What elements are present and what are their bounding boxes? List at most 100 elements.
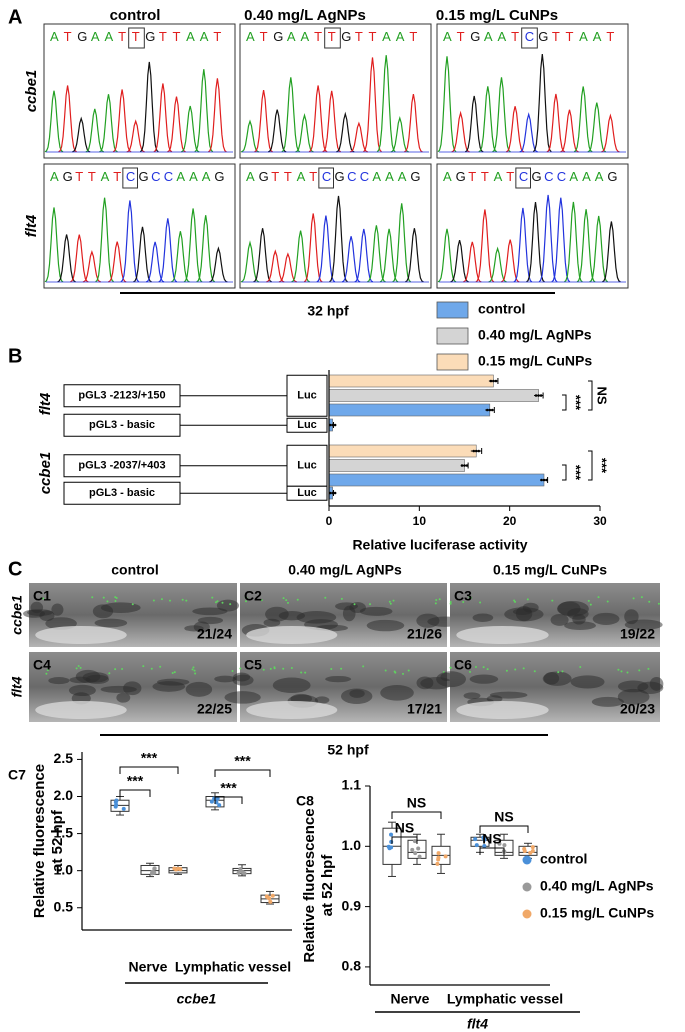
replicate-dot xyxy=(463,464,466,467)
micrograph-texture xyxy=(340,688,373,705)
reporter-label: Luc xyxy=(297,460,317,472)
chromatogram-peak xyxy=(158,218,178,283)
replicate-dot xyxy=(331,491,334,495)
row-label: flt4 xyxy=(9,676,25,697)
replicate-dot xyxy=(537,394,540,397)
micrograph-texture xyxy=(416,676,434,690)
micrograph-texture xyxy=(272,677,311,693)
micrograph-signal xyxy=(626,671,629,674)
micrograph-texture xyxy=(550,614,569,626)
chromatogram-peak xyxy=(254,90,273,153)
micrograph-signal xyxy=(159,665,162,668)
image-ratio: 20/23 xyxy=(620,701,655,717)
chromatogram-peak xyxy=(492,77,511,153)
bar xyxy=(328,473,545,487)
micrograph-texture xyxy=(193,621,210,633)
chromatogram-peak xyxy=(573,86,593,153)
micrograph-signal xyxy=(388,600,391,603)
chromatogram-peak xyxy=(57,234,76,283)
significance-label: *** xyxy=(595,458,610,474)
micrograph-signal xyxy=(449,600,452,603)
micrograph-signal xyxy=(324,596,327,599)
chromatogram-peak xyxy=(44,90,64,153)
legend-label: 0.15 mg/L CuNPs xyxy=(478,353,592,369)
replicate-dot xyxy=(474,449,478,453)
chromatogram-peak xyxy=(167,96,186,153)
significance-bracket xyxy=(391,836,418,844)
micrograph-texture xyxy=(232,674,254,686)
chromatogram-peak xyxy=(139,61,159,153)
micrograph-signal xyxy=(221,601,224,604)
legend-marker xyxy=(522,882,532,892)
micrograph-texture xyxy=(92,604,114,619)
replicate-dot xyxy=(542,478,546,482)
micrograph-signal xyxy=(469,670,472,673)
replicate-dot xyxy=(217,803,222,808)
micrograph-signal xyxy=(121,668,124,671)
column-header: 0.40 mg/L AgNPs xyxy=(244,7,366,24)
bar xyxy=(328,459,465,472)
y-tick-label: 2.0 xyxy=(54,787,74,803)
mutation-box xyxy=(521,27,538,49)
micrograph-signal xyxy=(142,665,145,668)
reporter-label: Luc xyxy=(297,419,317,431)
replicate-dot xyxy=(333,491,337,495)
significance-label: NS xyxy=(494,809,513,825)
micrograph-signal xyxy=(657,602,660,605)
image-label: C5 xyxy=(244,657,262,673)
micrograph-signal xyxy=(632,597,635,600)
micrograph-texture xyxy=(416,613,440,628)
box xyxy=(518,845,538,856)
micrograph-texture xyxy=(349,602,366,614)
panel-label: A xyxy=(8,6,22,28)
image-label: C4 xyxy=(33,657,51,673)
micrograph-texture xyxy=(51,603,64,616)
chromatogram-peak xyxy=(336,111,355,153)
micrograph-signal xyxy=(479,601,482,604)
chromatogram-peak xyxy=(267,109,287,153)
replicate-dot xyxy=(331,423,334,427)
replicate-dot xyxy=(435,861,440,866)
mutation-box xyxy=(128,27,145,49)
x-tick-label: Lymphatic vessel xyxy=(447,991,563,1007)
construct-label: pGL3 -2123/+150 xyxy=(78,390,165,402)
replicate-dot xyxy=(539,394,543,397)
micrograph-signal xyxy=(106,600,109,603)
chromatogram-peak xyxy=(464,95,484,153)
chromatogram-peak xyxy=(196,215,216,283)
chromatogram-peak xyxy=(58,85,77,153)
replicate-dot xyxy=(209,799,214,804)
micrograph-texture xyxy=(192,607,228,616)
micrograph-signal xyxy=(273,667,276,670)
chromatogram-peak xyxy=(322,90,342,153)
micrograph-signal xyxy=(434,602,437,605)
construct-label: pGL3 - basic xyxy=(89,419,155,431)
replicate-dot xyxy=(152,870,157,875)
construct-label: pGL3 - basic xyxy=(89,487,155,499)
legend-label: 0.40 mg/L AgNPs xyxy=(540,878,654,894)
chromatogram-peak xyxy=(450,239,469,283)
replicate-dot xyxy=(481,835,486,840)
significance-label: NS xyxy=(482,831,501,847)
chromatogram-peak xyxy=(209,246,228,283)
micrograph-signal xyxy=(561,670,564,673)
significance-bracket xyxy=(588,380,593,411)
y-tick-label: 0.9 xyxy=(342,897,362,913)
micrograph-texture xyxy=(380,684,414,701)
replicate-dot xyxy=(215,796,220,801)
micrograph-texture xyxy=(214,675,237,683)
replicate-dot xyxy=(333,423,337,427)
row-label: ccbe1 xyxy=(23,70,40,113)
x-tick-label: Nerve xyxy=(129,959,168,975)
replicate-dot xyxy=(530,849,535,854)
chromatogram-peak xyxy=(589,215,609,283)
micrograph-yolk xyxy=(456,626,549,644)
image-ratio: 19/22 xyxy=(620,626,655,642)
micrograph-signal xyxy=(407,669,410,672)
micrograph-signal xyxy=(589,603,592,606)
replicate-dot xyxy=(114,802,119,807)
legend-swatch xyxy=(436,301,469,319)
legend-marker xyxy=(522,909,532,919)
y-tick-label: 1.0 xyxy=(54,861,74,877)
chromatogram-peak xyxy=(405,228,424,283)
